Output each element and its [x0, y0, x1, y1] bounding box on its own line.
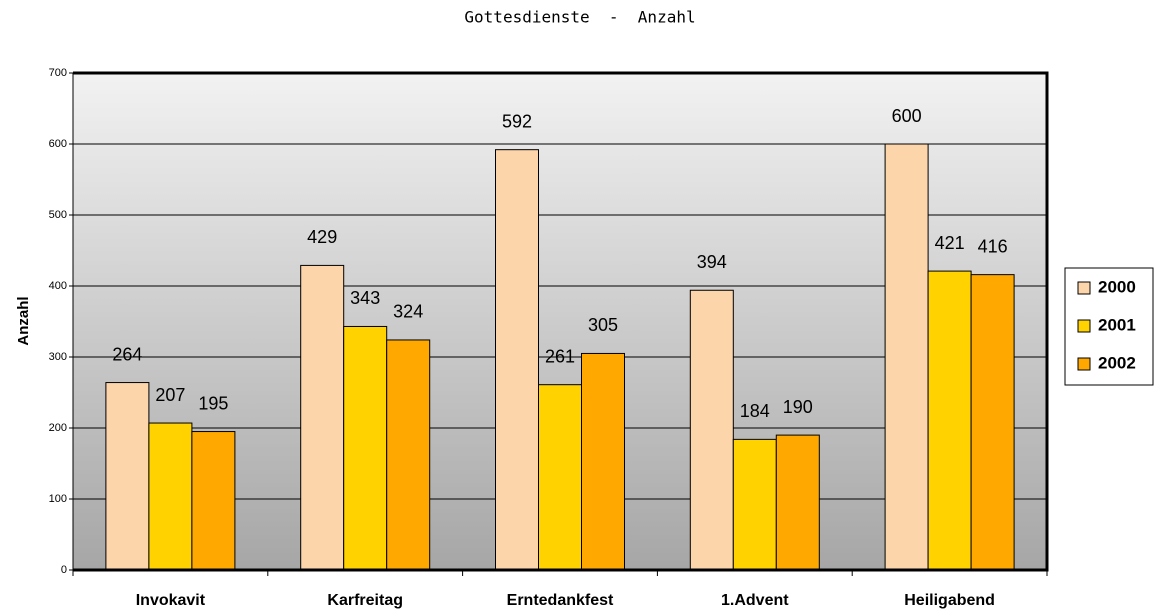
legend-label: 2001	[1098, 315, 1136, 334]
bar	[689, 289, 734, 571]
value-label: 195	[198, 393, 228, 413]
legend-label: 2000	[1098, 277, 1136, 296]
value-label: 324	[393, 302, 423, 322]
bar	[300, 264, 345, 571]
value-label: 343	[350, 288, 380, 308]
bar	[970, 274, 1015, 571]
plot-border	[73, 71, 1049, 572]
x-tick-label: 1.Advent	[721, 592, 789, 609]
y-tick-label: 200	[49, 422, 67, 434]
bar	[105, 382, 150, 571]
value-label: 429	[307, 227, 337, 247]
value-label: 600	[892, 106, 922, 126]
y-tick-label: 600	[49, 138, 67, 150]
value-label: 184	[740, 401, 770, 421]
y-tick-label: 100	[49, 493, 67, 505]
y-tick-label: 500	[49, 209, 67, 221]
legend-swatch	[1077, 357, 1091, 371]
chart-title: Gottesdienste - Anzahl	[464, 8, 695, 27]
y-axis-label: Anzahl	[15, 296, 32, 345]
legend-label: 2002	[1098, 353, 1136, 372]
y-tick-label: 400	[49, 280, 67, 292]
x-tick-label: Heiligabend	[904, 592, 995, 609]
value-label: 416	[978, 236, 1008, 256]
bar	[775, 434, 820, 571]
value-label: 207	[155, 385, 185, 405]
bar	[148, 422, 193, 571]
bar	[191, 431, 236, 571]
value-label: 394	[697, 252, 727, 272]
x-tick-label: Invokavit	[136, 592, 206, 609]
value-label: 421	[935, 233, 965, 253]
bar	[538, 384, 582, 571]
bar	[884, 143, 929, 571]
value-label: 592	[502, 111, 532, 131]
legend-swatch	[1077, 319, 1091, 333]
value-label: 261	[545, 346, 575, 366]
y-tick-label: 700	[49, 67, 67, 79]
bar	[386, 339, 431, 571]
x-tick-label: Karfreitag	[327, 592, 403, 609]
bar	[495, 149, 539, 571]
x-tick-label: Erntedankfest	[507, 592, 614, 609]
value-label: 264	[112, 344, 142, 364]
bar	[732, 438, 777, 571]
bar	[581, 352, 625, 571]
y-tick-label: 300	[49, 351, 67, 363]
bar	[927, 270, 972, 571]
bar	[343, 325, 388, 571]
value-label: 190	[783, 397, 813, 417]
y-tick-label: 0	[61, 564, 67, 576]
value-label: 305	[588, 315, 618, 335]
legend-swatch	[1077, 281, 1091, 295]
